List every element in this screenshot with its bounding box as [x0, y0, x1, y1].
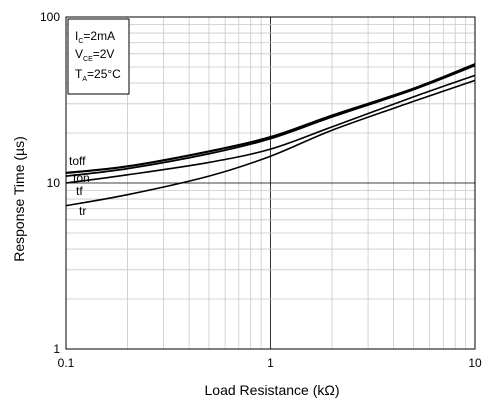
- y-tick-label: 1: [53, 342, 60, 356]
- x-tick-label: 0.1: [58, 356, 75, 370]
- condition-vce-value: =2V: [93, 47, 115, 61]
- condition-vce-main: V: [75, 47, 83, 61]
- conditions-box-frame: [67, 18, 130, 95]
- series-label-tf: tf: [76, 184, 83, 198]
- condition-vce: VCE=2V: [75, 47, 114, 63]
- condition-ta-sub: A: [82, 76, 87, 83]
- y-tick-labels: 1 10 100: [40, 10, 60, 356]
- condition-ta-value: =25°C: [87, 67, 121, 81]
- y-tick-label: 10: [47, 176, 61, 190]
- x-tick-labels: 0.1 1 10: [58, 356, 482, 370]
- series-line-tr: [65, 79, 476, 207]
- series-label-tr: tr: [79, 204, 86, 218]
- series-line-tf: [65, 74, 476, 184]
- x-axis-title: Load Resistance (kΩ): [205, 382, 340, 398]
- condition-ic-main: I: [75, 29, 78, 43]
- condition-ic: IC=2mA: [75, 29, 115, 45]
- y-axis-title: Response Time (µs): [11, 136, 27, 262]
- condition-ta-main: T: [75, 67, 83, 81]
- condition-ic-value: =2mA: [83, 29, 115, 43]
- grid-lines: [65, 17, 475, 350]
- condition-ic-sub: C: [78, 38, 83, 45]
- x-tick-label: 1: [267, 356, 274, 370]
- conditions-box: IC=2mA VCE=2V TA=25°C: [67, 18, 130, 95]
- series-label-ton: ton: [73, 171, 90, 185]
- condition-vce-sub: CE: [83, 56, 93, 63]
- y-tick-label: 100: [40, 10, 60, 24]
- series-group: [65, 63, 476, 207]
- condition-ta: TA=25°C: [75, 67, 121, 83]
- series-label-toff: toff: [69, 154, 86, 168]
- series-line-toff: [65, 63, 476, 175]
- series-line-ton: [65, 64, 476, 178]
- x-tick-label: 10: [468, 356, 482, 370]
